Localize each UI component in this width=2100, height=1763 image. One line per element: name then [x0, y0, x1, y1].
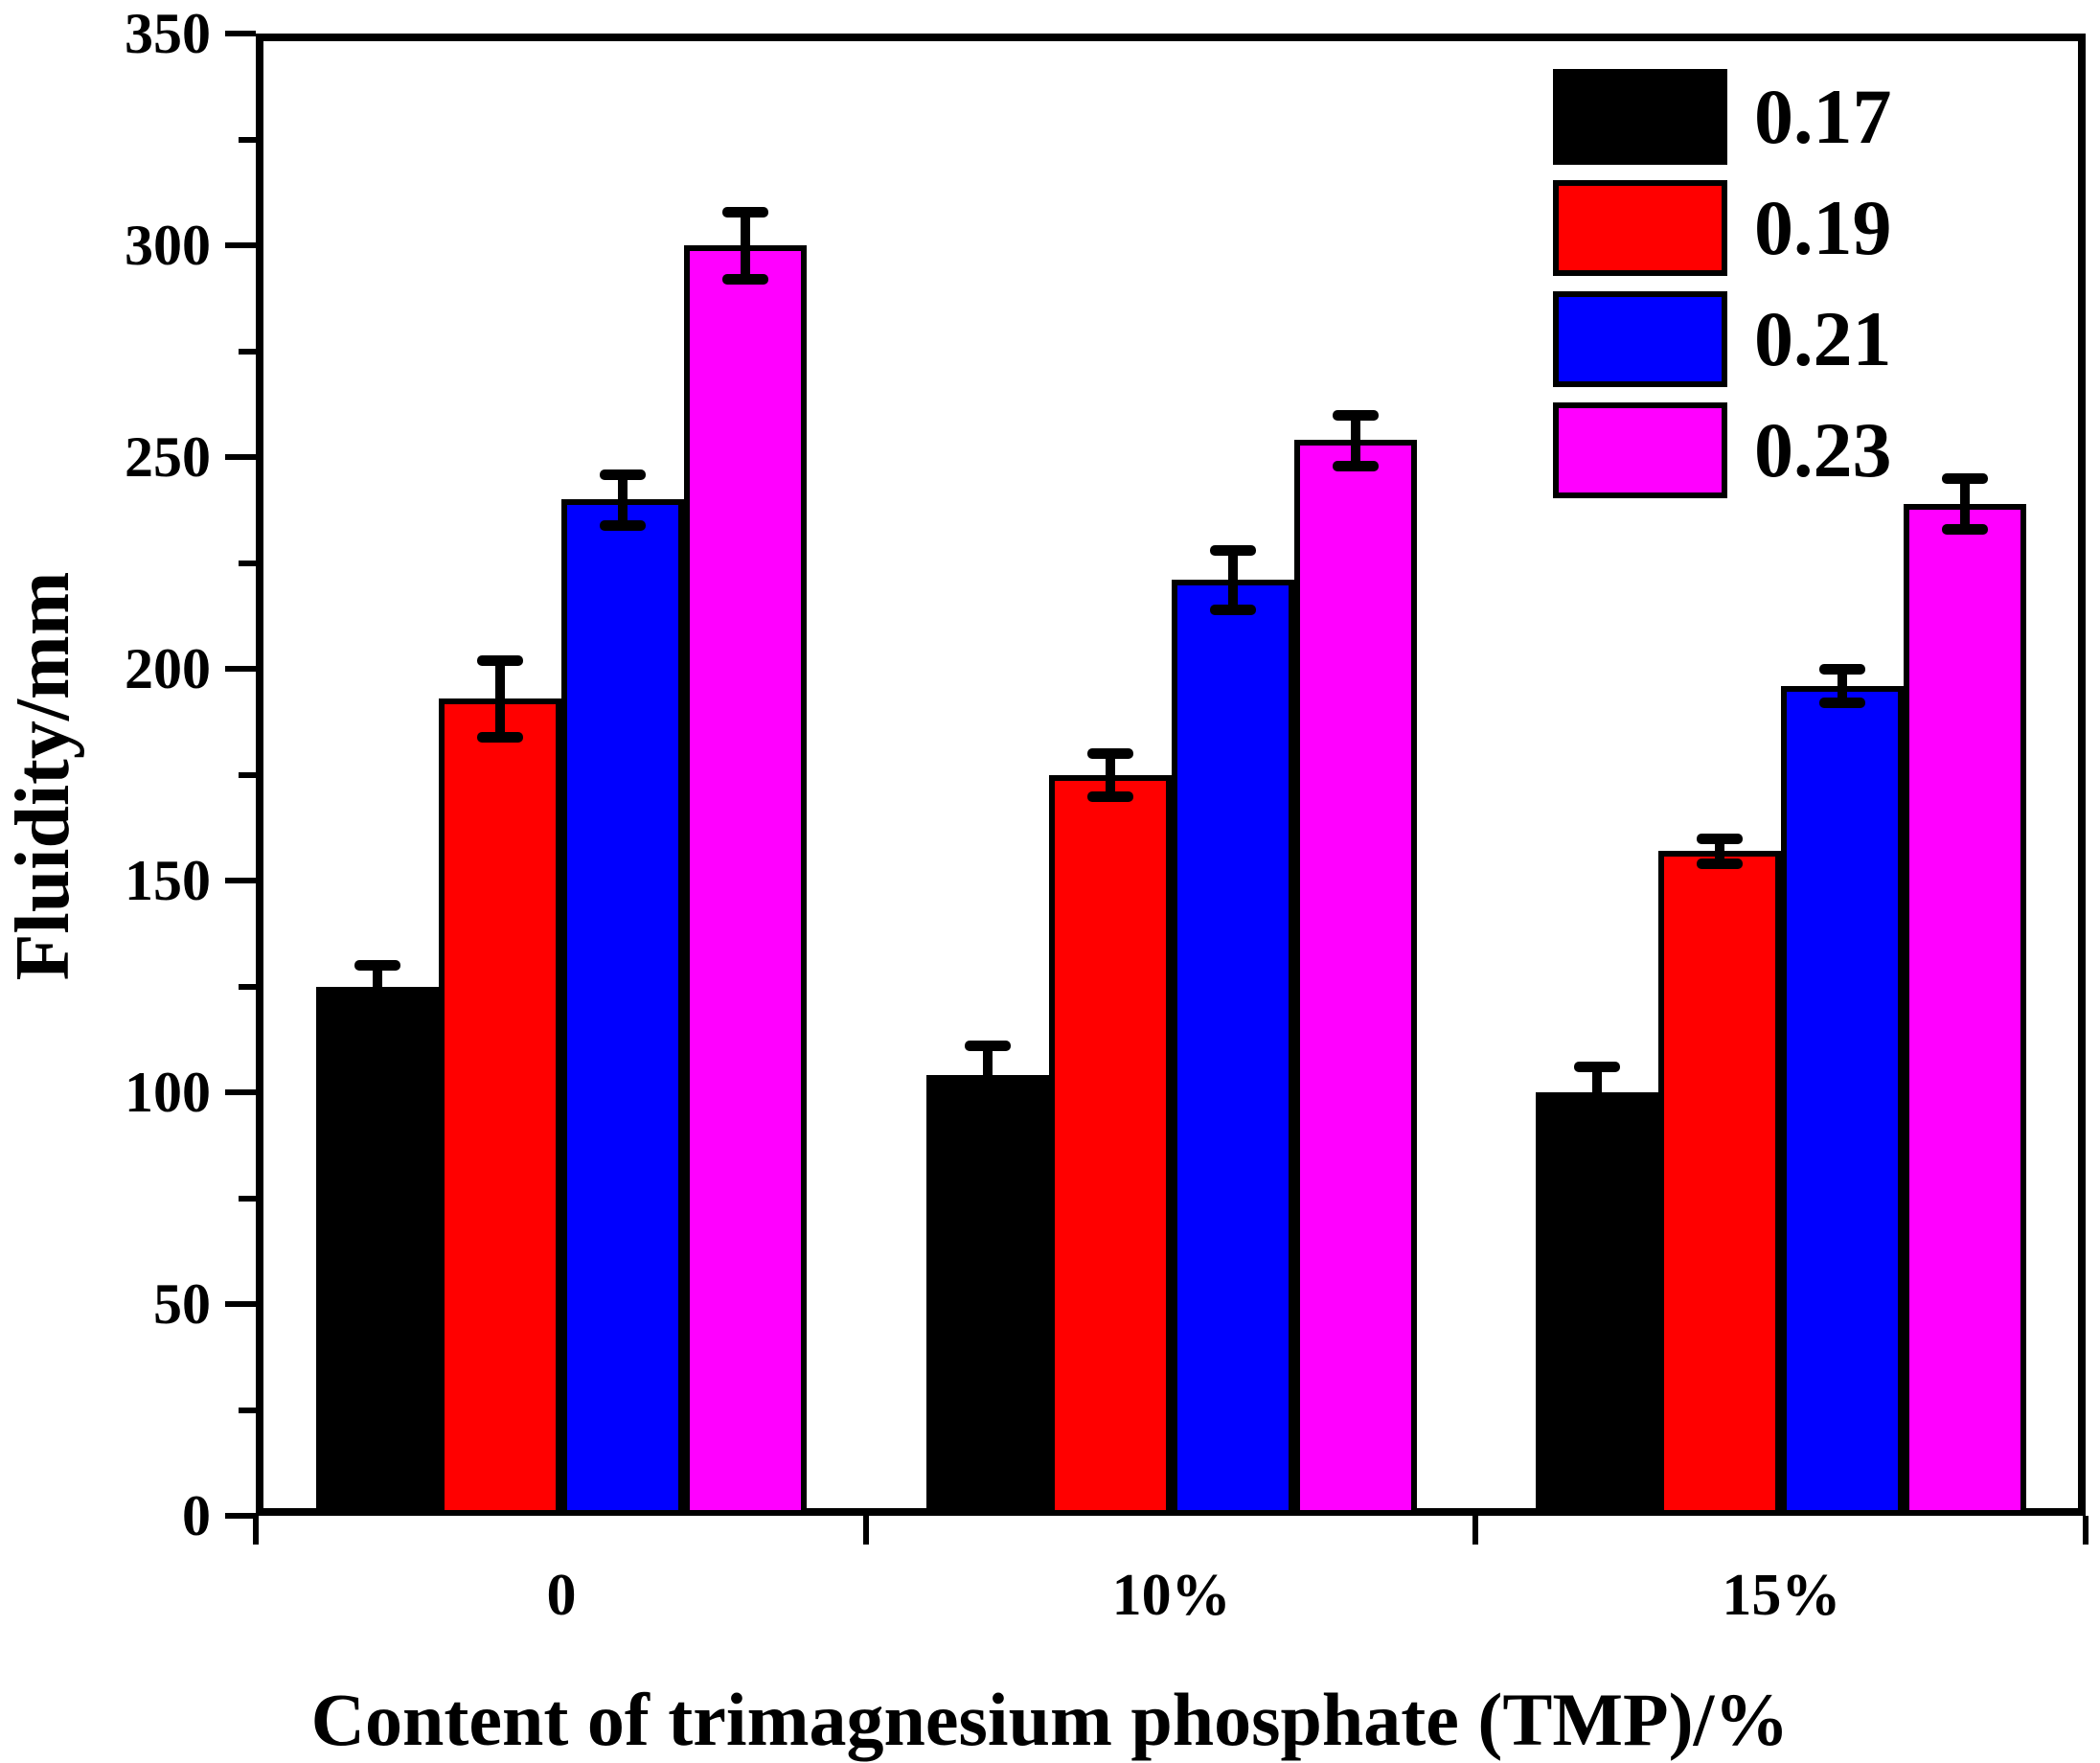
legend-label-0.19: 0.19: [1754, 184, 1892, 271]
error-bar-cap: [964, 1041, 1011, 1052]
error-bar-stem: [1105, 753, 1115, 796]
y-tick-label: 100: [125, 1061, 211, 1124]
error-bar-stem: [1350, 414, 1360, 466]
error-bar-stem: [618, 473, 628, 525]
error-bar-cap: [1574, 1112, 1621, 1124]
legend-swatch-0.19: [1553, 180, 1727, 276]
y-minor-tick: [239, 136, 256, 143]
error-bar-cap: [1819, 698, 1866, 709]
bar-0.17-15%: [1536, 1092, 1659, 1516]
y-major-tick: [225, 878, 256, 883]
error-bar-cap: [1209, 605, 1256, 616]
error-bar-cap: [600, 519, 646, 531]
legend-entry-0.23: 0.23: [1553, 402, 1892, 498]
x-category-label-0: 0: [546, 1563, 577, 1628]
legend-swatch-0.21: [1553, 291, 1727, 387]
error-bar-cap: [1209, 545, 1256, 557]
y-tick-label: 200: [125, 637, 211, 700]
error-bar-cap: [964, 1100, 1011, 1111]
bar-0.19-0: [439, 698, 561, 1516]
x-major-tick: [862, 1516, 869, 1545]
error-bar-cap: [1332, 460, 1379, 471]
bar-0.21-15%: [1781, 685, 1905, 1516]
y-tick-label: 250: [125, 425, 211, 489]
y-minor-tick: [239, 348, 256, 355]
bar-0.19-15%: [1658, 851, 1782, 1516]
bar-0.21-0: [561, 499, 684, 1516]
error-bar-stem: [982, 1045, 993, 1106]
x-category-label-15%: 15%: [1722, 1563, 1841, 1628]
legend-label-0.17: 0.17: [1754, 73, 1892, 160]
y-axis-title: Fluidity/mm: [1, 571, 85, 981]
error-bar-cap: [477, 731, 523, 743]
bar-0.17-10%: [925, 1075, 1049, 1516]
y-tick-label: 300: [125, 214, 211, 277]
y-major-tick: [225, 1513, 256, 1519]
y-minor-tick: [239, 983, 256, 990]
error-bar-stem: [1960, 478, 1971, 530]
y-tick-label: 0: [182, 1484, 211, 1547]
y-tick-label: 350: [125, 2, 211, 65]
legend-entry-0.21: 0.21: [1553, 291, 1892, 387]
error-bar-cap: [1086, 748, 1133, 760]
legend-entry-0.17: 0.17: [1553, 69, 1892, 165]
y-major-tick: [225, 31, 256, 36]
legend-swatch-0.23: [1553, 402, 1727, 498]
error-bar-stem: [741, 211, 750, 280]
bar-0.19-10%: [1048, 774, 1172, 1516]
bar-0.23-15%: [1904, 503, 2027, 1516]
error-bar-stem: [1715, 837, 1725, 864]
error-bar-cap: [1697, 833, 1744, 844]
error-bar-cap: [1574, 1062, 1621, 1073]
bar-0.17-0: [316, 986, 439, 1516]
y-minor-tick: [239, 771, 256, 778]
error-bar-cap: [1942, 473, 1989, 485]
error-bar-stem: [373, 965, 382, 1008]
error-bar-cap: [722, 206, 768, 218]
error-bar-cap: [354, 960, 400, 972]
error-bar-stem: [1227, 550, 1238, 610]
legend-entry-0.19: 0.19: [1553, 180, 1892, 276]
error-bar-cap: [1332, 409, 1379, 421]
y-minor-tick: [239, 560, 256, 566]
error-bar-cap: [477, 655, 523, 667]
x-major-tick: [1472, 1516, 1479, 1545]
legend-label-0.23: 0.23: [1754, 406, 1892, 493]
bar-0.21-10%: [1171, 580, 1294, 1516]
legend-swatch-0.17: [1553, 69, 1727, 165]
x-major-tick: [253, 1516, 259, 1545]
y-minor-tick: [239, 1407, 256, 1413]
error-bar-cap: [354, 1002, 400, 1014]
x-category-label-10%: 10%: [1111, 1563, 1231, 1628]
error-bar-cap: [1697, 859, 1744, 870]
y-major-tick: [225, 454, 256, 460]
error-bar-cap: [1086, 790, 1133, 802]
error-bar-cap: [722, 274, 768, 286]
x-axis-title: Content of trimagnesium phosphate (TMP)/…: [310, 1678, 1790, 1761]
bar-0.23-0: [684, 245, 807, 1516]
x-major-tick: [2083, 1516, 2089, 1545]
y-major-tick: [225, 1089, 256, 1095]
error-bar-stem: [495, 660, 505, 737]
error-bar-stem: [1592, 1066, 1603, 1118]
error-bar-cap: [1819, 664, 1866, 675]
y-major-tick: [225, 1301, 256, 1307]
y-major-tick: [225, 242, 256, 248]
y-minor-tick: [239, 1195, 256, 1202]
legend-label-0.21: 0.21: [1754, 295, 1892, 382]
error-bar-cap: [600, 469, 646, 480]
error-bar-stem: [1838, 669, 1848, 703]
y-major-tick: [225, 666, 256, 672]
error-bar-cap: [1942, 524, 1989, 536]
y-tick-label: 150: [125, 849, 211, 912]
bar-0.23-10%: [1293, 440, 1417, 1516]
y-tick-label: 50: [153, 1272, 211, 1336]
